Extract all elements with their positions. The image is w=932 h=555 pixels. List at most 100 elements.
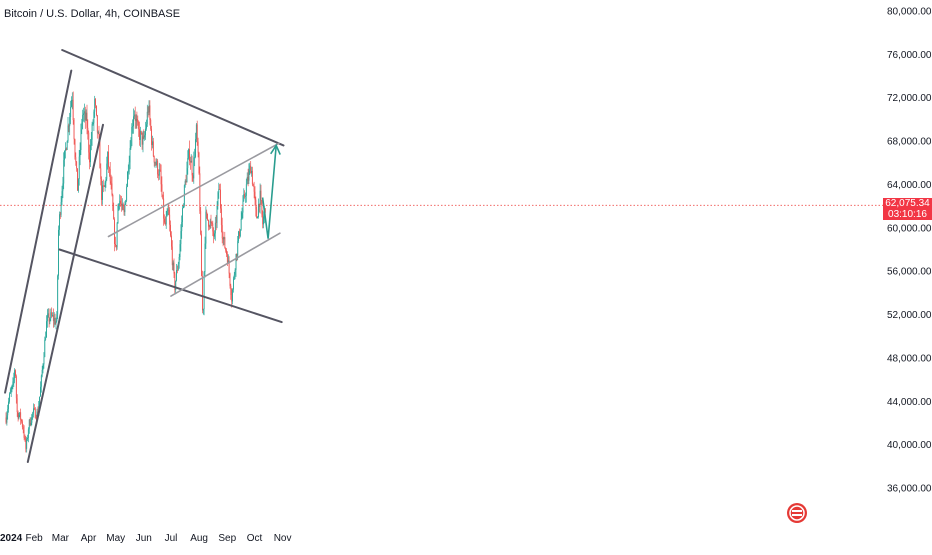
last-price-value: 62,075.34 [885, 198, 930, 209]
x-axis[interactable]: 2024 Feb Mar Apr May Jun Jul Aug Sep Oct Nov [0, 533, 291, 544]
candle-body [127, 171, 129, 173]
candle-body [206, 211, 208, 214]
candle-body [159, 169, 161, 171]
candle-body [74, 139, 76, 158]
x-tick-label: Aug [190, 533, 208, 544]
candle-body [180, 231, 182, 245]
trendline-4 [58, 248, 283, 324]
candle-body [208, 226, 210, 228]
candle-body [160, 170, 162, 185]
candle-body [185, 181, 187, 183]
candle-body [240, 218, 242, 230]
candle-body [43, 357, 45, 365]
x-tick-label: Jun [136, 533, 152, 544]
candle-body [44, 339, 46, 357]
y-tick-label: 80,000.00 [887, 7, 932, 18]
candle-body [107, 151, 109, 164]
candle-body [111, 183, 113, 195]
candle-body [87, 127, 89, 133]
candle-body [60, 201, 62, 215]
y-axis[interactable]: 80,000.00 76,000.00 72,000.00 68,000.00 64,0… [887, 7, 932, 495]
candle-body [263, 216, 264, 225]
candle-body [62, 183, 64, 192]
candle-body [116, 223, 118, 248]
candle-body [242, 200, 244, 213]
candle-body [26, 439, 28, 449]
candle-body [245, 184, 247, 196]
candle-body [260, 190, 262, 201]
candle-body [234, 269, 236, 275]
candle-body [51, 312, 53, 316]
candle-body [203, 272, 205, 310]
last-price-badge: 62,075.34 03:10:16 [883, 198, 932, 220]
candle-body [259, 190, 261, 207]
candle-body [45, 337, 47, 340]
candle-body [49, 319, 51, 322]
candle-body [141, 132, 143, 145]
candle-body [233, 274, 235, 279]
candle-body [96, 105, 97, 116]
candle-body [181, 222, 183, 232]
candle-body [236, 254, 238, 256]
trendline-3 [61, 49, 285, 147]
candle-body [195, 139, 196, 157]
candle-body [122, 203, 124, 210]
candle-body [198, 152, 200, 174]
y-tick-label: 36,000.00 [887, 484, 932, 495]
candle-body [155, 162, 157, 166]
candle-body [189, 161, 191, 163]
candle-body [115, 244, 116, 246]
candle-body [200, 211, 202, 235]
candle-body [172, 262, 174, 266]
x-tick-label: May [106, 533, 125, 544]
brand-logo-icon[interactable] [786, 502, 808, 524]
candle-body [226, 250, 227, 255]
trendlines-layer[interactable] [4, 49, 285, 463]
candle-body [231, 295, 233, 302]
candle-body [65, 148, 67, 150]
candle-body [59, 214, 60, 230]
candle-body [189, 149, 190, 162]
candle-body [168, 209, 170, 215]
candle-body [254, 191, 256, 200]
candle-body [78, 156, 80, 179]
candle-body [169, 214, 171, 225]
candle-body [127, 172, 128, 187]
candle-body [88, 132, 90, 153]
candle-body [220, 208, 222, 226]
y-tick-label: 56,000.00 [887, 267, 932, 278]
candle-body [12, 381, 14, 386]
candle-body [6, 415, 8, 423]
candle-body [112, 194, 114, 211]
candle-body [75, 157, 77, 162]
candle-body [121, 203, 123, 206]
candle-body [197, 141, 199, 153]
x-tick-label: 2024 [0, 533, 23, 544]
candle-body [158, 174, 159, 176]
candle-body [186, 168, 188, 183]
candle-body [154, 162, 156, 164]
projection-path [261, 145, 277, 239]
projection-arrow-layer[interactable] [261, 143, 281, 239]
candle-body [193, 157, 195, 179]
candle-body [144, 135, 146, 138]
candle-body [165, 216, 167, 225]
candle-body [237, 241, 239, 256]
candle-body [238, 231, 239, 242]
candle-body [248, 170, 250, 181]
candle-body [133, 116, 134, 127]
candle-body [73, 120, 75, 140]
candle-body [161, 184, 163, 195]
candle-body [157, 160, 159, 175]
candle-body [136, 118, 138, 122]
candle-body [34, 408, 36, 419]
candle-body [90, 145, 91, 163]
candle-body [212, 223, 214, 232]
candle-body [14, 370, 16, 379]
candle-body [13, 378, 15, 382]
candle-body [63, 160, 65, 184]
x-tick-label: Sep [218, 533, 236, 544]
candle-body [21, 421, 23, 428]
candle-body [114, 219, 115, 244]
